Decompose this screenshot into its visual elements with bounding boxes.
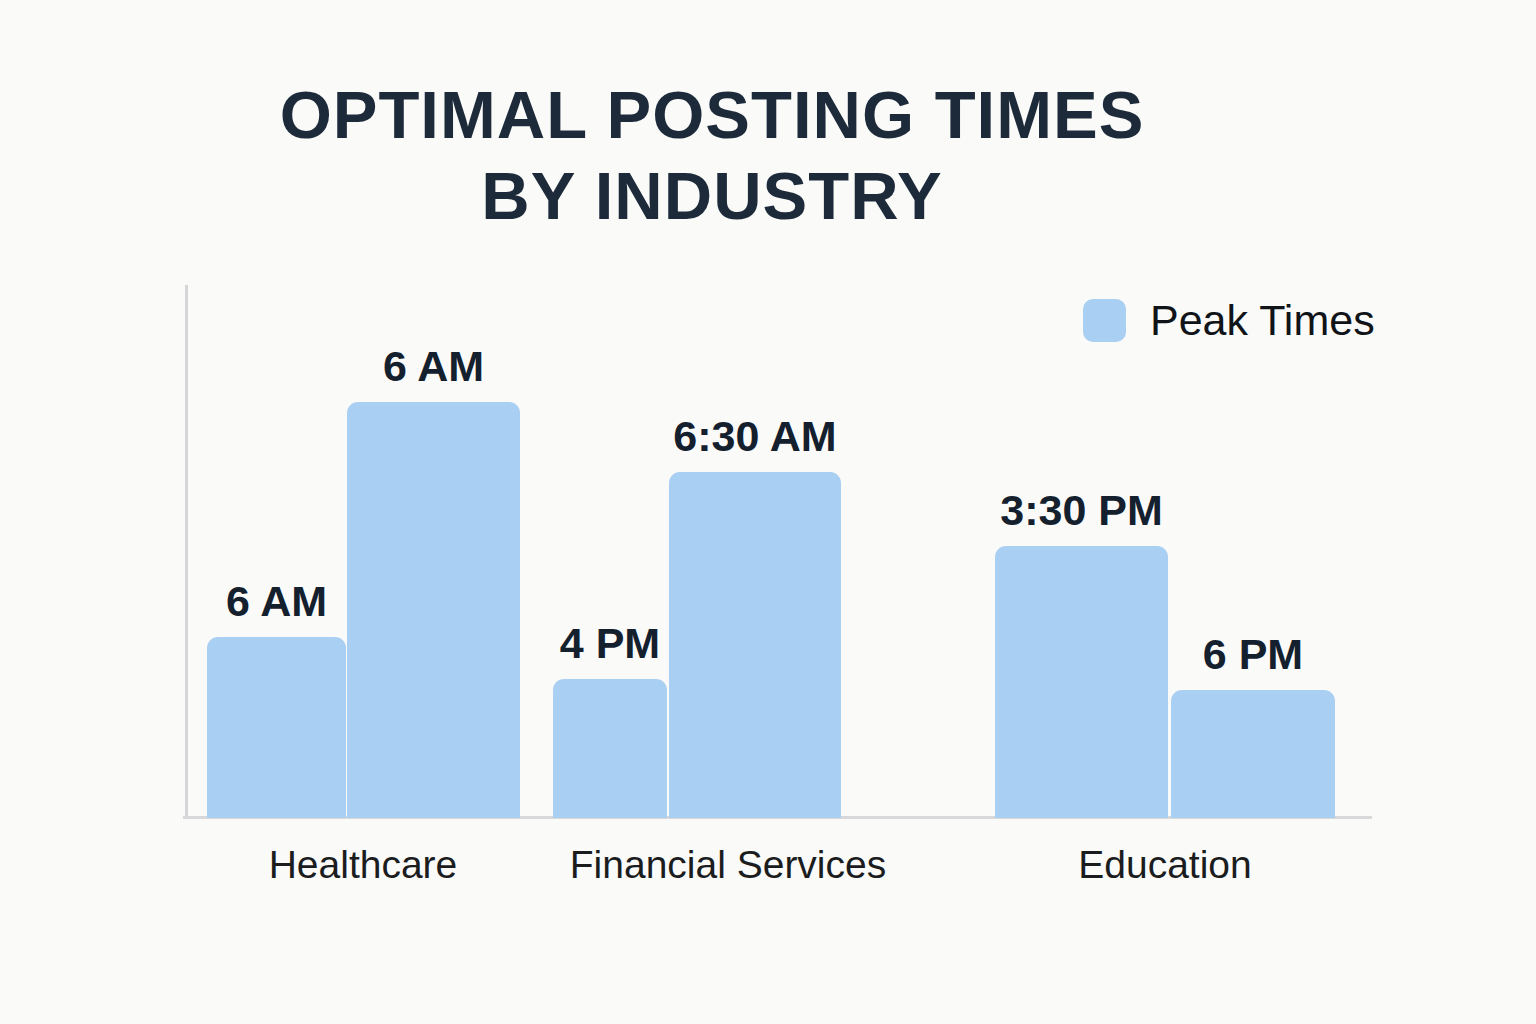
- bar-value-label-education-6-pm: 6 PM: [1203, 630, 1303, 678]
- x-axis-category-education: Education: [1078, 843, 1251, 887]
- y-axis-line: [185, 285, 188, 818]
- bar-financial-services-6-30-am: [669, 472, 841, 818]
- chart-title: OPTIMAL POSTING TIMES BY INDUSTRY: [0, 74, 1424, 236]
- bar-education-6-pm: [1171, 690, 1335, 818]
- bar-value-label-financial-services-4-pm: 4 PM: [560, 619, 660, 667]
- legend: Peak Times: [1083, 296, 1375, 345]
- chart-title-line-2: BY INDUSTRY: [0, 155, 1424, 236]
- bar-value-label-education-3-30-pm: 3:30 PM: [1000, 486, 1163, 534]
- bar-financial-services-4-pm: [553, 679, 667, 818]
- bar-value-label-financial-services-6-30-am: 6:30 AM: [673, 412, 836, 460]
- bar-healthcare-6-am: [207, 637, 346, 818]
- bar-education-3-30-pm: [995, 546, 1168, 818]
- bar-value-label-healthcare-6-am: 6 AM: [226, 577, 327, 625]
- chart-title-line-1: OPTIMAL POSTING TIMES: [0, 74, 1424, 155]
- x-axis-category-healthcare: Healthcare: [269, 843, 458, 887]
- legend-label: Peak Times: [1150, 296, 1375, 345]
- infographic-canvas: OPTIMAL POSTING TIMES BY INDUSTRY Peak T…: [0, 0, 1536, 1024]
- bar-healthcare-6-am: [347, 402, 520, 818]
- legend-swatch-icon: [1083, 299, 1126, 342]
- bar-value-label-healthcare-6-am: 6 AM: [383, 342, 484, 390]
- x-axis-category-financial-services: Financial Services: [570, 843, 886, 887]
